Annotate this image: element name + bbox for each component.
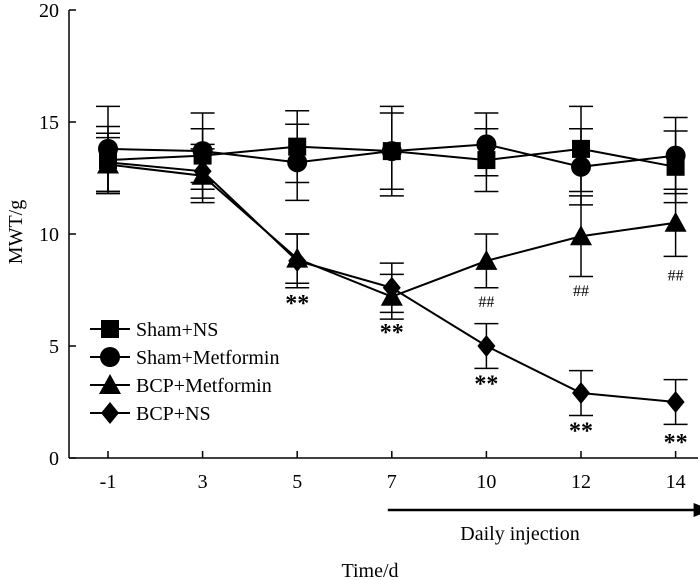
legend-label: BCP+NS <box>136 403 211 425</box>
significance-stars: ** <box>569 419 593 445</box>
y-tick-label: 5 <box>49 336 59 358</box>
x-tick-label: 3 <box>198 471 208 493</box>
arrow-label: Daily injection <box>460 523 579 545</box>
x-tick-label: 14 <box>666 471 686 493</box>
y-tick-label: 0 <box>49 448 59 470</box>
data-point-diamond <box>382 276 401 299</box>
x-tick-label: 7 <box>387 471 397 493</box>
significance-stars: ** <box>285 291 309 317</box>
legend-label: Sham+Metformin <box>136 347 280 369</box>
data-point-diamond <box>666 391 685 413</box>
legend: Sham+NS Sham+Metformin BCP+Metformin BCP+NS <box>90 319 280 425</box>
significance-stars: ** <box>380 320 404 346</box>
significance-stars: ** <box>664 430 688 456</box>
x-tick-label: 12 <box>571 471 591 493</box>
y-axis-label: MWT/g <box>5 200 27 264</box>
significance-hash: ## <box>478 294 494 311</box>
significance-stars: ** <box>474 372 498 398</box>
legend-marker-diamond <box>101 402 119 424</box>
data-point-diamond <box>193 160 212 183</box>
data-point-diamond <box>99 151 117 174</box>
data-point-circle <box>476 134 497 155</box>
data-point-circle <box>287 152 308 173</box>
axes: 0 5 10 15 20 -1 3 5 7 10 12 14 <box>39 0 698 493</box>
data-point-diamond <box>572 382 590 405</box>
legend-label: BCP+Metformin <box>136 375 272 397</box>
y-tick-label: 10 <box>39 224 59 246</box>
y-tick-label: 20 <box>39 0 59 22</box>
arrow-head <box>693 503 700 517</box>
data-point-triangle <box>475 249 498 270</box>
data-point-circle <box>381 141 402 162</box>
series-diamond <box>96 132 688 426</box>
annotation-layer: ** ** ** ** ** ## ## ## <box>285 267 687 456</box>
data-point-circle <box>571 156 591 177</box>
legend-label: Sham+NS <box>136 319 218 341</box>
data-point-circle <box>665 145 686 166</box>
significance-hash: ## <box>668 267 684 284</box>
daily-injection-arrow: Daily injection <box>387 503 700 545</box>
data-point-diamond <box>288 249 307 272</box>
legend-marker-triangle <box>99 374 121 394</box>
x-axis-label: Time/d <box>341 560 398 580</box>
data-point-diamond <box>477 335 496 357</box>
y-tick-label: 15 <box>39 112 59 134</box>
data-point-triangle <box>570 225 592 246</box>
x-tick-label: 10 <box>476 471 496 493</box>
legend-marker-circle <box>100 347 120 367</box>
x-tick-label: 5 <box>292 471 302 493</box>
data-point-triangle <box>664 211 687 232</box>
significance-hash: ## <box>573 283 589 300</box>
series-layer <box>96 105 688 426</box>
x-tick-label: -1 <box>100 471 117 493</box>
legend-marker-square <box>101 320 119 338</box>
